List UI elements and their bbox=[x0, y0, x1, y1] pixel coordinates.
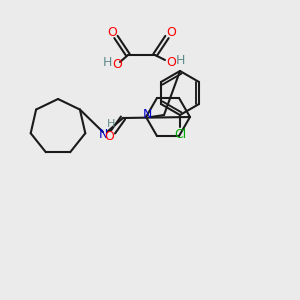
Text: H: H bbox=[107, 119, 115, 129]
Text: H: H bbox=[102, 56, 112, 70]
Text: O: O bbox=[166, 26, 176, 38]
Text: O: O bbox=[112, 58, 122, 71]
Text: N: N bbox=[142, 109, 152, 122]
Text: O: O bbox=[104, 130, 114, 143]
Text: O: O bbox=[107, 26, 117, 38]
Text: H: H bbox=[175, 55, 185, 68]
Text: N: N bbox=[98, 128, 108, 140]
Text: Cl: Cl bbox=[174, 128, 186, 140]
Text: O: O bbox=[166, 56, 176, 70]
